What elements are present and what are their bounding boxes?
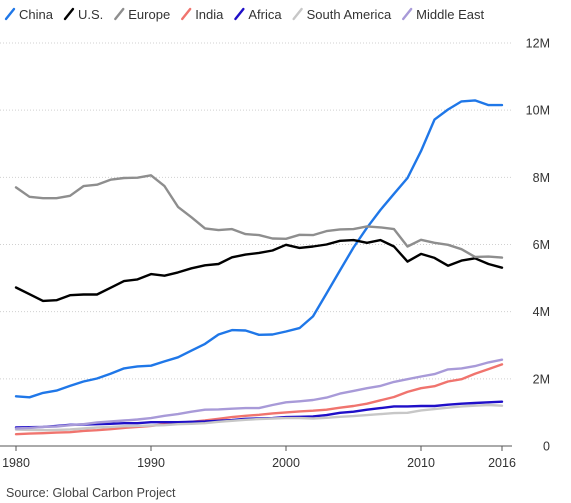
legend-swatch-europe <box>114 7 125 21</box>
y-tick-label: 10M <box>526 104 550 118</box>
series-lines <box>14 99 504 436</box>
y-tick-label: 8M <box>533 171 550 185</box>
x-tick-label: 2016 <box>488 456 516 470</box>
legend-label-europe: Europe <box>128 7 170 22</box>
series-line-middle-east <box>14 358 504 430</box>
x-axis-tick-labels: 1980 1990 2000 2010 2016 <box>2 446 516 470</box>
y-tick-label: 0 <box>543 440 550 454</box>
gridlines <box>0 42 512 380</box>
series-line-india <box>14 363 504 436</box>
legend-swatch-africa <box>234 7 245 21</box>
series-line-u-s <box>14 238 504 303</box>
legend-label-africa: Africa <box>248 7 282 22</box>
legend-label-u-s: U.S. <box>78 7 103 22</box>
legend-swatch-india <box>180 7 192 21</box>
x-tick-label: 1990 <box>137 456 165 470</box>
series-line-south-america <box>14 403 504 432</box>
x-tick-label: 1980 <box>2 456 30 470</box>
x-tick-label: 2010 <box>407 456 435 470</box>
legend-swatch-south-america <box>292 7 303 21</box>
legend-label-middle-east: Middle East <box>416 7 484 22</box>
series-line-china <box>14 99 504 399</box>
y-tick-label: 6M <box>533 238 550 252</box>
legend-swatch-china <box>4 7 16 21</box>
source-note: Source: Global Carbon Project <box>6 486 176 500</box>
y-tick-label: 12M <box>526 37 550 51</box>
x-tick-label: 2000 <box>272 456 300 470</box>
legend: China U.S. Europe India Africa South America M… <box>4 7 484 22</box>
legend-swatch-middle-east <box>401 7 413 21</box>
legend-label-india: India <box>195 7 224 22</box>
series-line-europe <box>14 174 504 259</box>
y-tick-label: 4M <box>533 305 550 319</box>
legend-swatch-u-s <box>63 7 75 21</box>
y-axis-tick-labels: 0 2M 4M 6M 8M 10M 12M <box>526 37 550 454</box>
legend-label-china: China <box>19 7 54 22</box>
legend-label-south-america: South America <box>307 7 392 22</box>
y-tick-label: 2M <box>533 372 550 386</box>
